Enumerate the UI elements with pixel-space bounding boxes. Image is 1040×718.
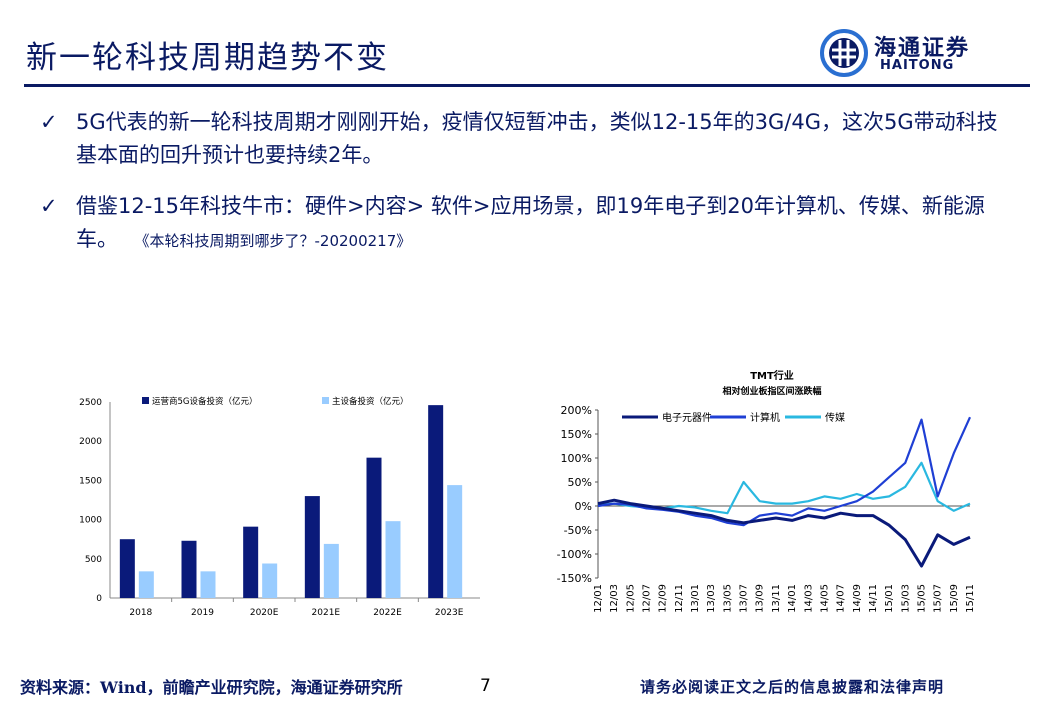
chart-title: TMT行业 [750, 369, 794, 382]
x-tick-label: 2019 [191, 608, 214, 618]
bar-operator-5g [243, 526, 259, 598]
company-logo: 海通证券 HAITONG [818, 28, 1018, 78]
bar-main-equipment [385, 521, 401, 598]
bar-main-equipment [447, 485, 463, 598]
x-tick-label: 13/05 [722, 584, 733, 613]
x-tick-label: 14/01 [787, 584, 798, 613]
legend-swatch [322, 397, 329, 404]
bullet-2: ✓ 借鉴12-15年科技牛市：硬件>内容> 软件>应用场景，即19年电子到20年… [40, 190, 1000, 258]
x-tick-label: 12/07 [642, 584, 653, 613]
legend-label: 运营商5G设备投资（亿元） [152, 396, 258, 407]
source-note: 资料来源：Wind，前瞻产业研究院，海通证券研究所 [20, 678, 403, 697]
bar-operator-5g [119, 539, 135, 598]
y-tick-label: 0 [96, 594, 102, 604]
x-tick-label: 15/07 [933, 584, 944, 613]
x-tick-label: 2022E [373, 608, 402, 618]
x-tick-label: 2018 [129, 608, 152, 618]
bar-operator-5g [428, 405, 444, 598]
bullet-1: ✓ 5G代表的新一轮科技周期才刚刚开始，疫情仅短暂冲击，类似12-15年的3G/… [40, 106, 1000, 172]
bar-operator-5g [181, 540, 197, 598]
bar-main-equipment [200, 571, 216, 598]
y-tick-label: 50% [568, 476, 592, 489]
x-tick-label: 14/07 [836, 584, 847, 613]
x-tick-label: 15/03 [900, 584, 911, 613]
y-tick-label: 1500 [79, 476, 102, 486]
x-tick-label: 15/09 [949, 584, 960, 613]
checkmark-icon: ✓ [40, 194, 58, 218]
logo-english-name: HAITONG [880, 58, 955, 73]
x-tick-label: 13/03 [706, 584, 717, 613]
page-number: 7 [480, 676, 491, 696]
legend-label: 计算机 [750, 411, 780, 424]
y-tick-label: 500 [85, 555, 102, 565]
x-tick-label: 15/05 [916, 584, 927, 613]
page-title: 新一轮科技周期趋势不变 [26, 40, 389, 76]
x-tick-label: 14/05 [819, 584, 830, 613]
header-rule [24, 84, 1030, 87]
x-tick-label: 15/01 [884, 584, 895, 613]
x-tick-label: 13/09 [755, 584, 766, 613]
y-tick-label: 2000 [79, 437, 102, 447]
x-tick-label: 12/11 [674, 584, 685, 613]
bar-operator-5g [304, 496, 320, 598]
x-tick-label: 2020E [250, 608, 279, 618]
bullet-2-content: 借鉴12-15年科技牛市：硬件>内容> 软件>应用场景，即19年电子到20年计算… [76, 190, 1000, 258]
x-tick-label: 12/03 [609, 584, 620, 613]
bullet-2-text: 借鉴12-15年科技牛市：硬件>内容> 软件>应用场景，即19年电子到20年计算… [76, 194, 985, 251]
y-tick-label: 0% [575, 500, 592, 513]
bar-main-equipment [262, 563, 278, 598]
bar-main-equipment [138, 571, 154, 598]
legend-label: 电子元器件 [662, 411, 712, 424]
bar-operator-5g [366, 457, 382, 598]
x-tick-label: 12/05 [625, 584, 636, 613]
x-tick-label: 13/07 [739, 584, 750, 613]
y-tick-label: 100% [561, 452, 592, 465]
y-tick-label: -100% [557, 548, 592, 561]
series-line-0 [597, 498, 971, 568]
legend-swatch [142, 397, 149, 404]
legend-label: 主设备投资（亿元） [332, 396, 409, 407]
y-tick-label: 150% [561, 428, 592, 441]
x-tick-label: 12/01 [593, 584, 604, 613]
logo-chinese-name: 海通证券 [874, 35, 971, 61]
series-line-1 [597, 416, 972, 527]
y-tick-label: 200% [561, 404, 592, 417]
x-tick-label: 14/09 [852, 584, 863, 613]
bullet-1-text: 5G代表的新一轮科技周期才刚刚开始，疫情仅短暂冲击，类似12-15年的3G/4G… [76, 110, 998, 167]
report-citation: 《本轮科技周期到哪步了？-20200217》 [142, 232, 412, 250]
y-tick-label: -150% [557, 572, 592, 585]
y-tick-label: 1000 [79, 516, 102, 526]
x-tick-label: 13/01 [690, 584, 701, 613]
x-tick-label: 14/03 [803, 584, 814, 613]
x-tick-label: 2021E [312, 608, 341, 618]
x-tick-label: 12/09 [658, 584, 669, 613]
capex-bar-chart: 0 500 1000 1500 2000 2500 2018 2019 2020E 2021E 20… [79, 396, 480, 618]
x-tick-label: 2023E [435, 608, 464, 618]
disclaimer: 请务必阅读正文之后的信息披露和法律声明 [640, 678, 945, 696]
legend-label: 传媒 [825, 412, 845, 424]
x-tick-label: 15/11 [965, 584, 976, 613]
x-tick-label: 13/11 [771, 584, 782, 613]
chart-subtitle: 相对创业板指区间涨跌幅 [722, 385, 821, 397]
y-tick-label: -50% [564, 524, 592, 537]
bar-main-equipment [323, 543, 339, 598]
checkmark-icon: ✓ [40, 110, 58, 134]
y-tick-label: 2500 [79, 398, 102, 408]
x-tick-label: 14/11 [868, 584, 879, 613]
haitong-logo-icon [820, 29, 868, 77]
